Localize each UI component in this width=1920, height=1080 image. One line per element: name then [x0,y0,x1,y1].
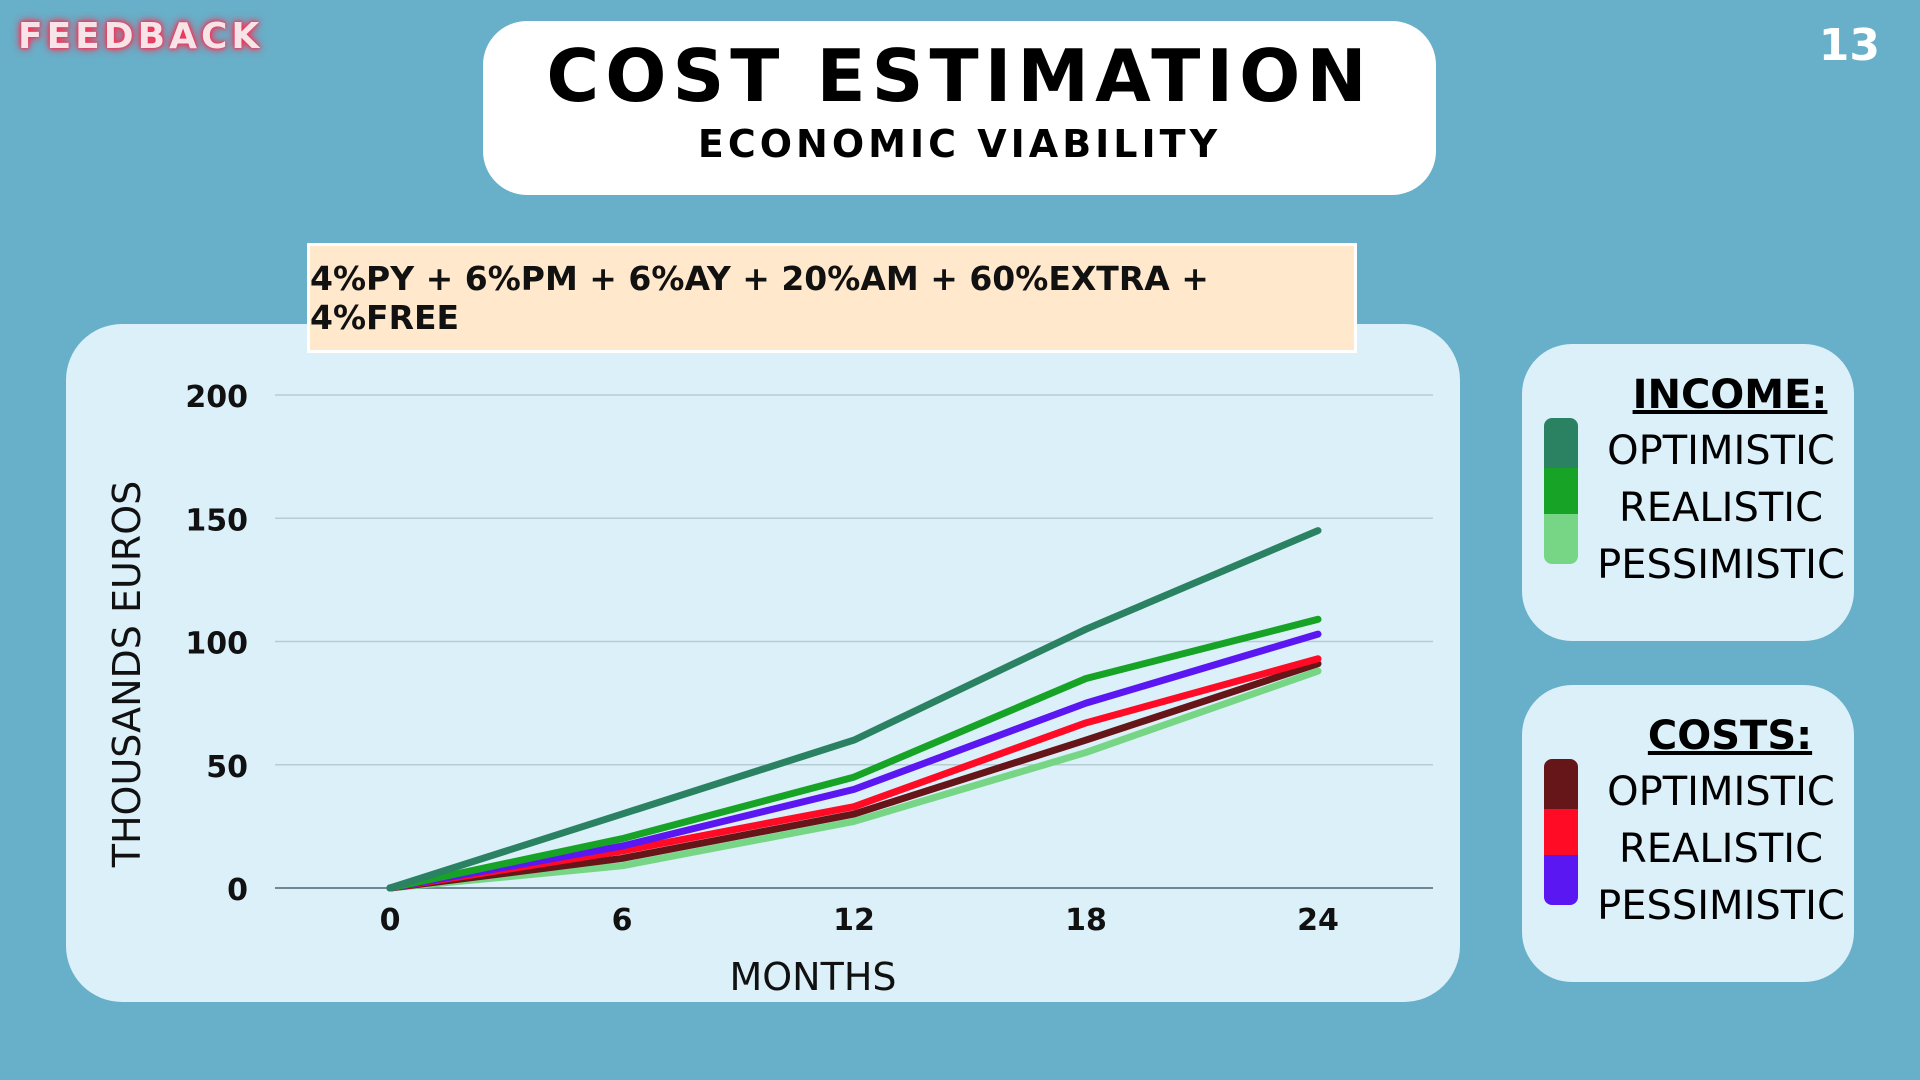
income-pessimistic-label: PESSIMISTIC [1597,542,1845,588]
income-optimistic-swatch [1544,418,1578,468]
income-realistic-label: REALISTIC [1618,485,1824,531]
y-tick-label: 200 [185,380,248,415]
formula-label: 4%PY + 6%PM + 6%AY + 20%AM + 60%EXTRA + … [310,246,1354,350]
page-number: 13 [1818,20,1880,71]
income-optimistic-label: OPTIMISTIC [1607,428,1835,474]
page-subtitle: ECONOMIC VIABILITY [697,121,1222,166]
x-tick-label: 0 [380,903,401,938]
income-pessimistic-swatch [1544,514,1578,564]
x-tick-label: 18 [1065,903,1107,938]
y-axis-label: THOUSANDS EUROS [105,481,149,868]
income-legend-title: INCOME: [1632,372,1828,418]
series-line-4 [386,615,1322,892]
series-line-3 [386,630,1322,892]
costs-realistic-swatch [1544,809,1578,855]
feedback-logo: FEEDBACK [18,16,264,57]
page-title: COST ESTIMATION [546,34,1373,118]
x-tick-label: 24 [1297,903,1339,938]
costs-optimistic-label: OPTIMISTIC [1607,769,1835,815]
costs-pessimistic-swatch [1544,855,1578,905]
costs-realistic-label: REALISTIC [1618,826,1824,872]
series-line-1 [386,660,1322,892]
costs-legend: COSTS: OPTIMISTIC REALISTIC PESSIMISTIC [1522,685,1854,982]
costs-optimistic-swatch [1544,759,1578,809]
income-legend: INCOME: OPTIMISTIC REALISTIC PESSIMISTIC [1522,344,1854,641]
series-line-5 [386,527,1322,892]
costs-legend-title: COSTS: [1647,713,1813,759]
series-line-0 [386,667,1322,892]
income-realistic-swatch [1544,468,1578,514]
x-tick-label: 6 [612,903,633,938]
y-tick-label: 50 [206,750,248,785]
title-card: COST ESTIMATION ECONOMIC VIABILITY [483,21,1436,195]
x-tick-label: 12 [833,903,875,938]
x-axis-label: MONTHS [729,955,896,999]
costs-pessimistic-label: PESSIMISTIC [1597,883,1845,929]
y-tick-label: 100 [185,627,248,662]
y-tick-label: 0 [227,873,248,908]
y-tick-label: 150 [185,503,248,538]
